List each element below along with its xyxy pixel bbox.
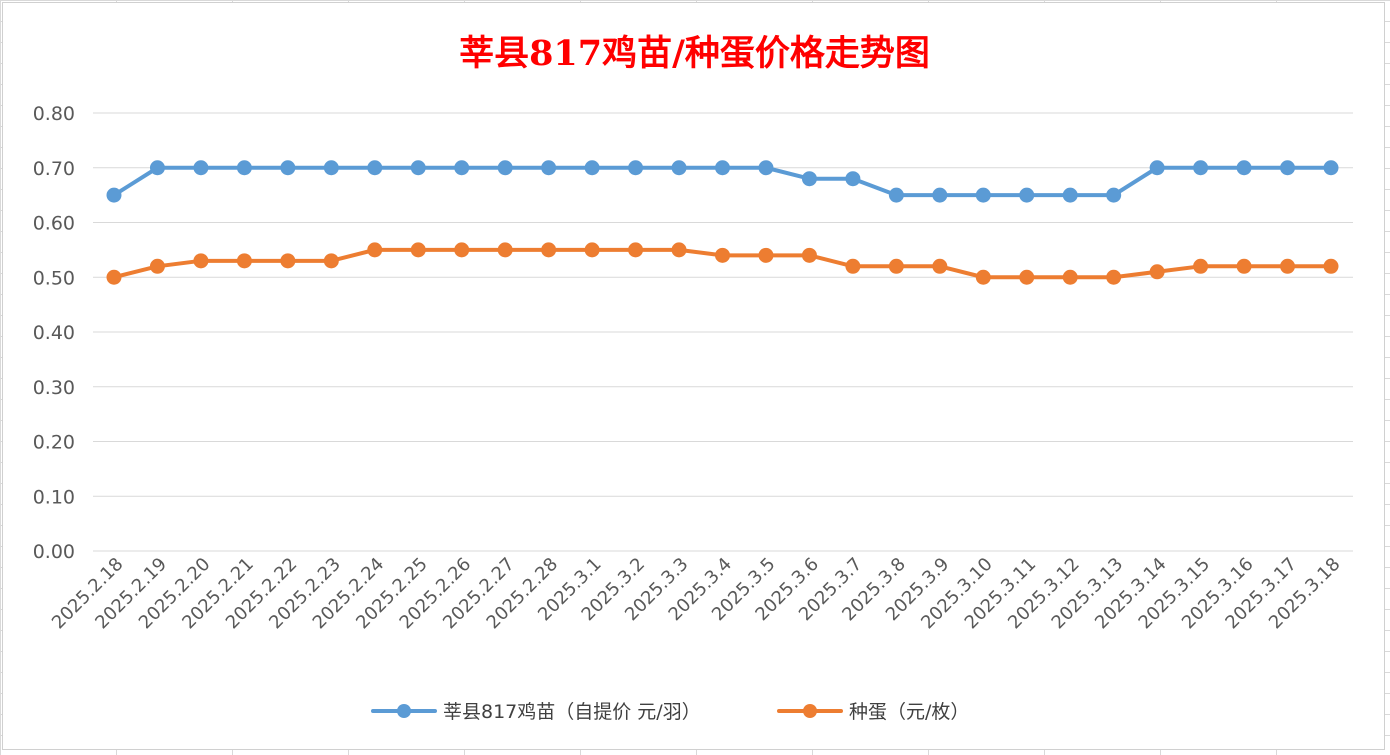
series-2-point <box>280 253 296 269</box>
y-tick-label: 0.70 <box>33 158 75 180</box>
series-1-point <box>715 160 730 176</box>
y-tick-label: 0.80 <box>33 103 75 125</box>
series-1-point <box>367 160 383 176</box>
series-1-point <box>410 160 426 176</box>
series-1-point <box>758 160 774 176</box>
series-2-point <box>236 253 252 269</box>
series-1-point <box>280 160 296 176</box>
series-2-point <box>323 253 339 269</box>
series-1-point <box>975 187 991 203</box>
series-1-point <box>932 187 948 203</box>
series-1-point <box>1149 160 1165 176</box>
y-tick-label: 0.40 <box>33 322 75 344</box>
y-tick-label: 0.50 <box>33 267 75 289</box>
series-1-point <box>888 187 904 203</box>
series-1-point <box>1323 160 1339 176</box>
series-1-point <box>1062 187 1078 203</box>
series-1-point <box>323 160 339 176</box>
series-2-point <box>845 258 861 274</box>
legend-marker-2 <box>803 704 817 718</box>
y-tick-label: 0.00 <box>33 541 75 563</box>
series-2-point <box>715 247 730 263</box>
series-1-point <box>801 171 817 187</box>
series-2-point <box>1106 269 1122 285</box>
series-1-point <box>149 160 165 176</box>
series-2-point <box>801 247 817 263</box>
y-tick-label: 0.10 <box>33 486 75 508</box>
series-1-point <box>671 160 687 176</box>
series-1-point <box>1280 160 1296 176</box>
series-2-point <box>1149 264 1165 280</box>
series-2-point <box>932 258 948 274</box>
series-1-point <box>845 171 861 187</box>
series-2-point <box>1323 258 1339 274</box>
series-1-point <box>541 160 557 176</box>
series-1-point <box>1193 160 1209 176</box>
series-2-point <box>193 253 209 269</box>
series-1-point <box>454 160 470 176</box>
series-1-point <box>628 160 644 176</box>
series-2-point <box>671 242 687 258</box>
series-2-point <box>497 242 513 258</box>
series-2-point <box>888 258 904 274</box>
series-2-point <box>1193 258 1209 274</box>
legend-marker-1 <box>397 704 411 718</box>
line-chart: 0.000.100.200.300.400.500.600.700.802025… <box>33 103 1353 723</box>
series-2-point <box>149 258 165 274</box>
series-2-point <box>410 242 426 258</box>
series-2-point <box>628 242 644 258</box>
y-tick-label: 0.20 <box>33 432 75 454</box>
legend-label-1: 莘县817鸡苗（自提价 元/羽） <box>443 701 701 723</box>
y-tick-label: 0.60 <box>33 213 75 235</box>
series-1-point <box>106 187 122 203</box>
series-1-point <box>584 160 600 176</box>
chart-title: 莘县817鸡苗/种蛋价格走势图 <box>459 33 930 74</box>
series-2-point <box>758 247 774 263</box>
series-1-point <box>236 160 252 176</box>
y-tick-label: 0.30 <box>33 377 75 399</box>
legend-label-2: 种蛋（元/枚） <box>849 701 969 723</box>
series-2-point <box>1062 269 1078 285</box>
series-2-point <box>454 242 470 258</box>
series-2-point <box>106 269 122 285</box>
series-2-point <box>1019 269 1035 285</box>
series-1-point <box>193 160 209 176</box>
series-2-point <box>975 269 991 285</box>
series-2-point <box>1280 258 1296 274</box>
series-2-point <box>1236 258 1252 274</box>
series-1-point <box>1019 187 1035 203</box>
series-2-point <box>584 242 600 258</box>
series-2-point <box>367 242 383 258</box>
series-2-point <box>541 242 557 258</box>
series-1-point <box>1236 160 1252 176</box>
series-1-point <box>1106 187 1122 203</box>
series-1-point <box>497 160 513 176</box>
